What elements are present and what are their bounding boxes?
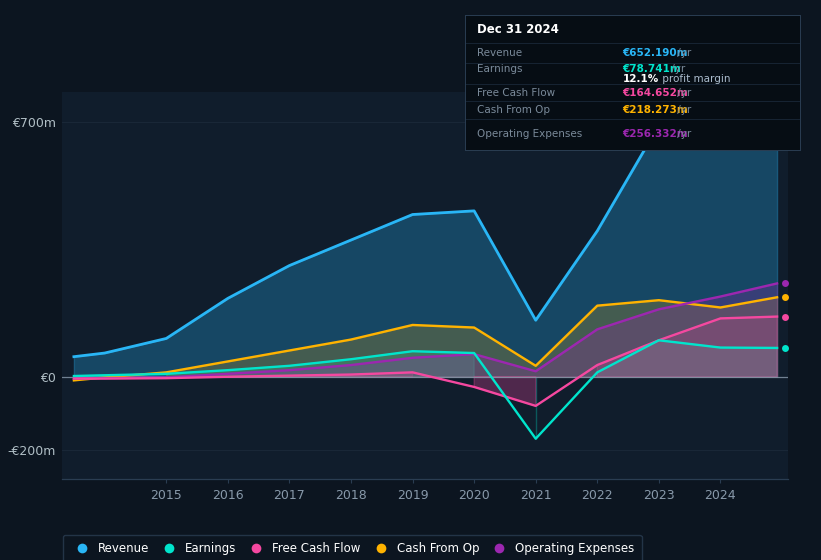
Text: profit margin: profit margin bbox=[659, 74, 731, 84]
Text: /yr: /yr bbox=[674, 129, 691, 139]
Text: €78.741m: €78.741m bbox=[622, 64, 681, 74]
Text: €256.332m: €256.332m bbox=[622, 129, 688, 139]
Text: 12.1%: 12.1% bbox=[622, 74, 658, 84]
Text: Dec 31 2024: Dec 31 2024 bbox=[477, 23, 558, 36]
Text: €218.273m: €218.273m bbox=[622, 105, 688, 115]
Text: /yr: /yr bbox=[674, 105, 691, 115]
Text: Revenue: Revenue bbox=[477, 48, 522, 58]
Text: /yr: /yr bbox=[674, 48, 691, 58]
Text: Free Cash Flow: Free Cash Flow bbox=[477, 87, 555, 97]
Text: €652.190m: €652.190m bbox=[622, 48, 688, 58]
Text: Earnings: Earnings bbox=[477, 64, 522, 74]
Text: €164.652m: €164.652m bbox=[622, 87, 688, 97]
Legend: Revenue, Earnings, Free Cash Flow, Cash From Op, Operating Expenses: Revenue, Earnings, Free Cash Flow, Cash … bbox=[62, 535, 642, 560]
Text: Cash From Op: Cash From Op bbox=[477, 105, 550, 115]
Text: /yr: /yr bbox=[674, 87, 691, 97]
Text: Operating Expenses: Operating Expenses bbox=[477, 129, 582, 139]
Text: /yr: /yr bbox=[668, 64, 686, 74]
